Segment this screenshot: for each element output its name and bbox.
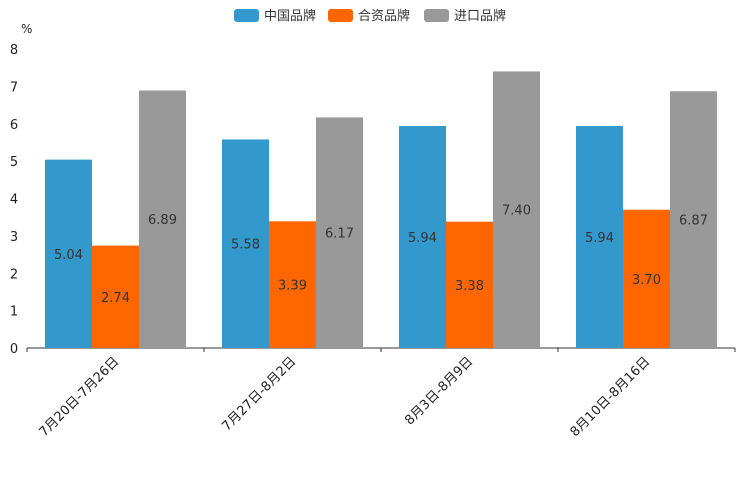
y-tick-label: 4 bbox=[10, 193, 18, 208]
bar bbox=[399, 125, 446, 349]
y-tick-label: 0 bbox=[10, 342, 18, 357]
bar bbox=[316, 117, 363, 349]
y-tick-label: 7 bbox=[10, 80, 18, 95]
data-label: 2.74 bbox=[101, 291, 130, 306]
data-label: 5.94 bbox=[408, 231, 437, 246]
y-axis-unit-label: % bbox=[21, 22, 32, 36]
legend: 中国品牌 合资品牌 进口品牌 bbox=[234, 8, 506, 24]
bar bbox=[45, 159, 92, 348]
data-label: 3.38 bbox=[455, 279, 484, 294]
legend-label: 中国品牌 bbox=[264, 8, 316, 24]
bar bbox=[139, 90, 186, 348]
data-label: 6.17 bbox=[325, 227, 354, 242]
data-label: 6.87 bbox=[679, 214, 708, 229]
y-tick-label: 1 bbox=[10, 305, 18, 320]
data-label: 5.58 bbox=[231, 238, 260, 253]
bar bbox=[92, 245, 139, 348]
data-label: 3.39 bbox=[278, 279, 307, 294]
bar bbox=[493, 71, 540, 349]
y-tick-label: 2 bbox=[10, 267, 18, 282]
x-category-label: 7月27日-8月2日 bbox=[219, 354, 299, 434]
bar bbox=[576, 125, 623, 349]
bar bbox=[623, 209, 670, 348]
bar bbox=[446, 221, 493, 348]
bar bbox=[670, 91, 717, 348]
legend-label: 合资品牌 bbox=[358, 8, 410, 24]
bars bbox=[45, 71, 717, 349]
legend-swatch bbox=[234, 9, 259, 22]
data-label: 5.04 bbox=[54, 248, 83, 263]
x-category-label: 7月20日-7月26日 bbox=[37, 354, 123, 440]
data-label: 6.89 bbox=[148, 213, 177, 228]
x-category-label: 8月3日-8月9日 bbox=[402, 354, 476, 428]
legend-label: 进口品牌 bbox=[454, 8, 506, 24]
data-labels: 5.04 2.74 6.89 5.58 3.39 6.17 5.94 3.38 7.40 5.94… bbox=[54, 204, 708, 306]
y-tick-label: 8 bbox=[10, 43, 18, 58]
y-tick-label: 5 bbox=[10, 155, 18, 170]
bar bbox=[269, 221, 316, 348]
legend-swatch bbox=[424, 9, 449, 22]
legend-swatch bbox=[328, 9, 353, 22]
data-label: 5.94 bbox=[585, 231, 614, 246]
x-category-label: 8月10日-8月16日 bbox=[568, 354, 654, 440]
data-label: 7.40 bbox=[502, 204, 531, 219]
y-tick-label: 3 bbox=[10, 230, 18, 245]
data-label: 3.70 bbox=[632, 273, 661, 288]
x-axis: 7月20日-7月26日 7月27日-8月2日 8月3日-8月9日 8月10日-8月16… bbox=[26, 348, 736, 440]
bar bbox=[222, 139, 269, 348]
y-tick-label: 6 bbox=[10, 118, 18, 133]
